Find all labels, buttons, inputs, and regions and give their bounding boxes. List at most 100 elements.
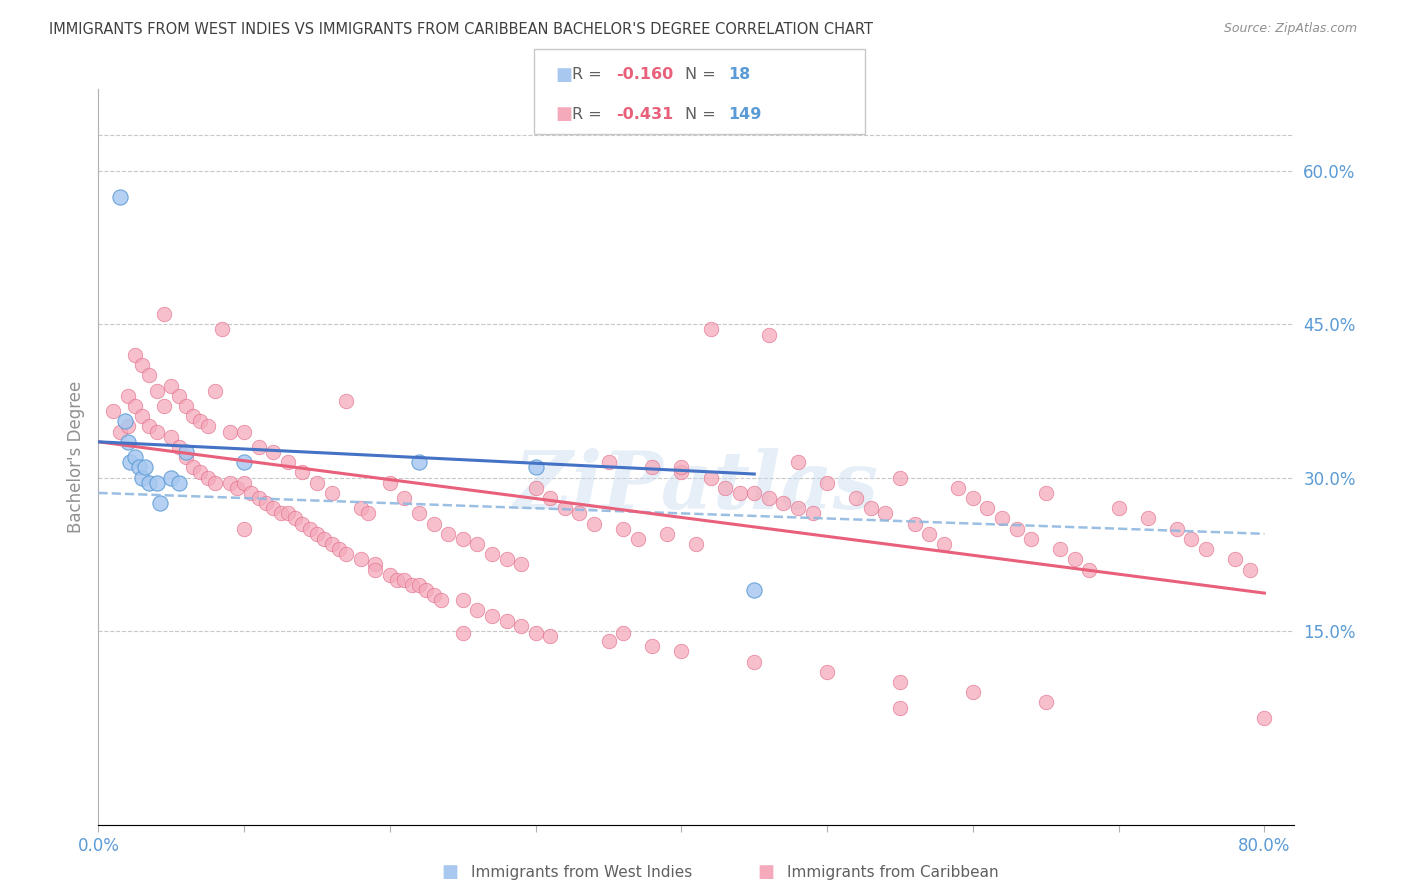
Point xyxy=(131,470,153,484)
Point xyxy=(124,348,146,362)
Point xyxy=(408,507,430,521)
Text: ZiPatlas: ZiPatlas xyxy=(513,448,879,525)
Point xyxy=(598,634,620,648)
Point xyxy=(481,547,503,561)
Point xyxy=(889,700,911,714)
Point xyxy=(328,542,350,557)
Point xyxy=(408,578,430,592)
Point xyxy=(641,639,664,653)
Point xyxy=(859,501,882,516)
Point xyxy=(554,501,576,516)
Point xyxy=(284,511,307,525)
Point xyxy=(218,425,240,439)
Text: N =: N = xyxy=(685,107,721,121)
Point xyxy=(167,440,190,454)
Point xyxy=(641,460,664,475)
Point xyxy=(120,455,142,469)
Text: ■: ■ xyxy=(555,66,572,84)
Text: Immigrants from Caribbean: Immigrants from Caribbean xyxy=(787,865,1000,880)
Point xyxy=(174,399,197,413)
Point xyxy=(291,516,314,531)
Point xyxy=(197,470,219,484)
Point xyxy=(875,507,897,521)
Y-axis label: Bachelor's Degree: Bachelor's Degree xyxy=(66,381,84,533)
Point xyxy=(138,368,160,383)
Point xyxy=(174,450,197,465)
Point xyxy=(451,626,474,640)
Point xyxy=(149,496,172,510)
Text: IMMIGRANTS FROM WEST INDIES VS IMMIGRANTS FROM CARIBBEAN BACHELOR'S DEGREE CORRE: IMMIGRANTS FROM WEST INDIES VS IMMIGRANT… xyxy=(49,22,873,37)
Point xyxy=(247,440,270,454)
Point xyxy=(845,491,868,505)
Point xyxy=(495,614,517,628)
Point xyxy=(655,526,678,541)
Point xyxy=(174,445,197,459)
Text: 18: 18 xyxy=(728,67,751,82)
Point xyxy=(277,507,299,521)
Point xyxy=(117,389,139,403)
Point xyxy=(190,466,212,480)
Point xyxy=(524,626,547,640)
Point xyxy=(262,501,284,516)
Point xyxy=(728,486,751,500)
Point xyxy=(699,470,721,484)
Point xyxy=(197,419,219,434)
Point xyxy=(385,573,409,587)
Point xyxy=(131,409,153,424)
Point xyxy=(364,558,387,572)
Point xyxy=(153,307,176,321)
Point xyxy=(699,322,721,336)
Point xyxy=(1180,532,1202,546)
Point xyxy=(124,450,146,465)
Point xyxy=(145,384,167,398)
Point xyxy=(378,475,401,490)
Point xyxy=(167,389,190,403)
Text: -0.431: -0.431 xyxy=(616,107,673,121)
Point xyxy=(131,358,153,372)
Point xyxy=(612,626,634,640)
Point xyxy=(538,491,561,505)
Point xyxy=(394,491,416,505)
Point xyxy=(932,537,955,551)
Point xyxy=(1108,501,1130,516)
Point xyxy=(758,491,780,505)
Point xyxy=(254,496,277,510)
Point xyxy=(1195,542,1218,557)
Point xyxy=(145,475,167,490)
Point xyxy=(962,685,984,699)
Point xyxy=(787,455,810,469)
Point xyxy=(204,475,226,490)
Point xyxy=(204,384,226,398)
Point xyxy=(1078,563,1101,577)
Point xyxy=(1035,696,1057,710)
Point xyxy=(714,481,737,495)
Point xyxy=(1253,711,1275,725)
Point xyxy=(815,475,838,490)
Point xyxy=(889,470,911,484)
Point xyxy=(305,475,328,490)
Point xyxy=(524,460,547,475)
Point xyxy=(918,526,941,541)
Point xyxy=(117,419,139,434)
Point xyxy=(181,409,204,424)
Point xyxy=(991,511,1014,525)
Point xyxy=(378,567,401,582)
Text: -0.160: -0.160 xyxy=(616,67,673,82)
Point xyxy=(467,537,489,551)
Point xyxy=(889,675,911,690)
Point xyxy=(270,507,292,521)
Point xyxy=(671,460,693,475)
Point xyxy=(510,558,533,572)
Point xyxy=(335,393,357,408)
Point xyxy=(110,425,132,439)
Point xyxy=(350,501,373,516)
Point xyxy=(357,507,380,521)
Point xyxy=(134,460,156,475)
Point xyxy=(128,460,150,475)
Point xyxy=(233,425,256,439)
Point xyxy=(1049,542,1071,557)
Point xyxy=(401,578,423,592)
Point xyxy=(1035,486,1057,500)
Point xyxy=(742,655,765,669)
Point xyxy=(314,532,336,546)
